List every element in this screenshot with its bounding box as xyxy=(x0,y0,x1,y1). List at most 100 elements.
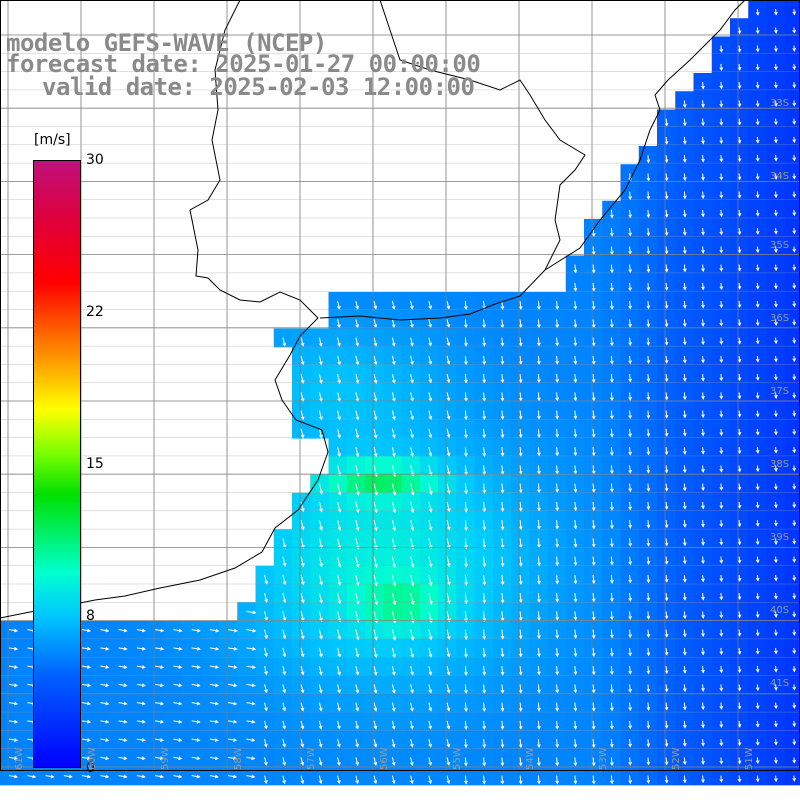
wind-arrow xyxy=(300,392,304,402)
wind-arrow-head xyxy=(755,760,760,765)
wind-arrow-head xyxy=(737,723,742,728)
wind-arrow xyxy=(501,538,504,548)
wind-arrow-head xyxy=(233,647,238,651)
wind-arrow-head xyxy=(482,489,487,494)
wind-arrow-head xyxy=(428,653,433,658)
wind-arrow xyxy=(483,593,485,603)
wind-arrow-head xyxy=(701,103,705,108)
wind-arrow-head xyxy=(719,742,724,747)
wind-arrow xyxy=(391,300,395,309)
wind-arrow-head xyxy=(774,285,778,290)
wind-arrow xyxy=(483,629,485,639)
wind-arrow-head xyxy=(518,671,523,676)
wind-arrow xyxy=(501,501,504,512)
wind-arrow xyxy=(483,501,485,512)
wind-arrow xyxy=(537,629,540,639)
wind-arrow xyxy=(483,301,485,310)
wind-arrow xyxy=(537,611,540,621)
wind-arrow xyxy=(373,428,377,438)
wind-arrow xyxy=(683,757,686,765)
wind-arrow-head xyxy=(609,671,614,676)
wind-arrow xyxy=(209,738,218,741)
wind-arrow xyxy=(720,301,722,308)
wind-arrow xyxy=(355,428,359,438)
wind-arrow xyxy=(446,611,450,622)
wind-arrow xyxy=(355,519,359,531)
wind-arrow-head xyxy=(664,487,669,492)
wind-arrow-head xyxy=(537,525,541,530)
wind-arrow xyxy=(647,538,650,546)
wind-arrow xyxy=(191,738,200,741)
wind-arrow-head xyxy=(737,103,742,108)
wind-arrow-head xyxy=(609,433,614,438)
wind-arrow-head xyxy=(792,504,797,509)
wind-arrow-head xyxy=(701,760,705,765)
wind-arrow xyxy=(683,574,686,582)
wind-arrow-head xyxy=(719,559,724,564)
wind-arrow xyxy=(556,392,558,401)
wind-arrow-head xyxy=(518,379,523,384)
wind-arrow-head xyxy=(719,432,724,437)
wind-arrow-head xyxy=(609,689,614,694)
wind-arrow-head xyxy=(628,196,632,201)
wind-arrow-head xyxy=(555,689,560,694)
wind-arrow-head xyxy=(87,756,92,761)
wind-arrow xyxy=(702,520,704,527)
wind-arrow xyxy=(337,592,341,604)
wind-arrow-head xyxy=(428,305,432,310)
wind-arrow xyxy=(391,665,395,676)
wind-arrow xyxy=(264,757,267,766)
wind-arrow xyxy=(282,592,286,603)
wind-arrow xyxy=(410,757,413,766)
wind-arrow-head xyxy=(233,738,238,742)
field-cell xyxy=(784,693,800,713)
wind-arrow-head xyxy=(628,342,632,347)
wind-arrow xyxy=(282,574,286,585)
wind-arrow-head xyxy=(774,102,778,107)
wind-arrow-head xyxy=(410,527,415,532)
wind-arrow-head xyxy=(646,652,651,657)
wind-arrow xyxy=(318,629,323,639)
wind-arrow-head xyxy=(374,527,378,532)
wind-arrow xyxy=(592,410,595,419)
colorbar-units: [m/s] xyxy=(34,132,71,148)
wind-arrow xyxy=(373,300,377,309)
wind-arrow xyxy=(191,756,200,760)
wind-arrow xyxy=(464,666,467,676)
wind-arrow xyxy=(574,428,577,437)
wind-arrow xyxy=(264,592,268,603)
wind-arrow-head xyxy=(573,324,578,329)
wind-arrow-head xyxy=(178,774,183,779)
wind-arrow-head xyxy=(573,525,578,530)
wind-arrow xyxy=(720,155,722,162)
wind-arrow xyxy=(282,775,286,784)
wind-arrow-head xyxy=(646,451,651,456)
wind-arrow-head xyxy=(628,378,632,383)
wind-arrow-head xyxy=(701,322,705,327)
wind-arrow-head xyxy=(264,707,268,712)
wind-arrow xyxy=(355,300,359,309)
wind-arrow-head xyxy=(555,762,560,767)
wind-arrow-head xyxy=(500,762,505,767)
wind-arrow xyxy=(537,319,540,328)
wind-arrow-head xyxy=(300,526,305,531)
wind-arrow xyxy=(592,501,595,511)
wind-arrow xyxy=(300,665,304,675)
wind-arrow xyxy=(446,647,450,657)
wind-arrow-head xyxy=(701,432,705,437)
wind-arrow xyxy=(519,647,522,657)
wind-arrow xyxy=(683,246,686,254)
wind-arrow-head xyxy=(573,269,578,274)
wind-arrow-head xyxy=(537,379,541,384)
wind-arrow xyxy=(391,629,396,641)
wind-arrow xyxy=(191,665,200,668)
wind-arrow xyxy=(556,739,558,748)
wind-arrow xyxy=(391,684,395,693)
wind-arrow-head xyxy=(719,121,724,126)
wind-arrow xyxy=(173,665,182,668)
wind-arrow-head xyxy=(609,232,614,237)
wind-arrow-head xyxy=(355,707,360,712)
wind-arrow xyxy=(610,301,613,309)
wind-arrow xyxy=(100,756,109,760)
wind-arrow xyxy=(155,756,164,760)
